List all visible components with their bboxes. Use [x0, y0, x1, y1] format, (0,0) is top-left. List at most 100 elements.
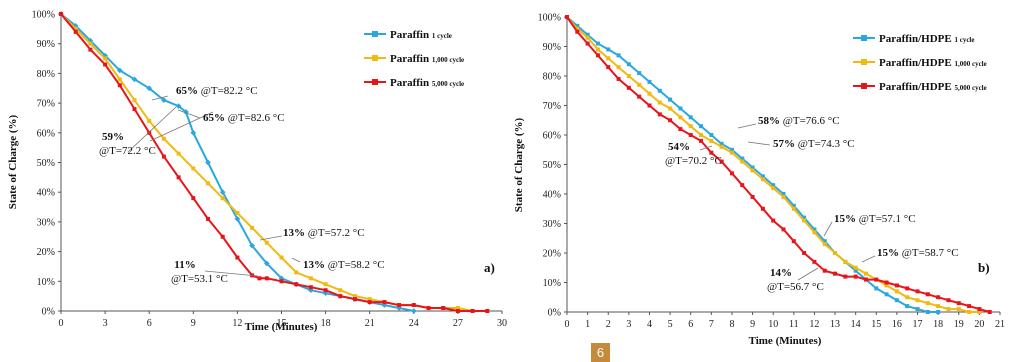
data-point [894, 298, 899, 303]
data-point [729, 147, 734, 152]
data-point [915, 307, 920, 312]
data-point [771, 183, 776, 188]
annotation-percent-value: 59% [102, 131, 124, 143]
annotation-percent-value: 15% [877, 247, 902, 259]
data-point [657, 112, 662, 117]
data-point [234, 216, 241, 222]
annotation: 13% @T=57.2 °C [283, 227, 365, 239]
data-point [791, 203, 796, 208]
data-point [264, 240, 269, 245]
data-point [279, 279, 284, 284]
data-point [791, 206, 796, 211]
y-tick-label: 40% [543, 190, 561, 201]
data-point [678, 115, 683, 120]
data-point [668, 97, 673, 102]
data-point [833, 271, 838, 276]
chart-panel-2: 0%10%20%30%40%50%60%70%80%90%100%0 1 2 3 4 5 6… [513, 13, 1005, 348]
series-1 [565, 15, 941, 314]
y-tick-label: 80% [543, 72, 561, 83]
x-tick-label: 2 [606, 319, 611, 330]
y-tick-label: 0% [548, 308, 561, 319]
data-point [894, 283, 899, 288]
annotation-leader [737, 123, 757, 129]
data-point [925, 301, 930, 306]
data-point [771, 218, 776, 223]
data-point [853, 274, 858, 279]
x-tick-label: 3 [626, 319, 631, 330]
data-point [338, 288, 343, 293]
x-tick-label: 13 [830, 319, 840, 330]
data-point [249, 242, 255, 249]
x-tick-label: 5 [668, 319, 673, 330]
data-point [279, 255, 284, 260]
data-point [967, 310, 972, 314]
panel-label: a) [484, 260, 495, 275]
data-point [575, 29, 580, 34]
data-point [915, 289, 920, 294]
y-tick-label: 70% [37, 99, 55, 110]
data-point [719, 141, 724, 146]
annotation-leader [151, 95, 169, 101]
data-point [616, 76, 621, 81]
y-tick-label: 80% [37, 69, 55, 80]
data-point [626, 74, 631, 78]
data-point [843, 259, 848, 264]
data-point [205, 159, 211, 166]
data-point [176, 175, 181, 180]
x-tick-label: 9 [750, 319, 755, 330]
data-point [688, 133, 693, 137]
legend-name: Paraffin/HDPE [879, 57, 954, 69]
data-point [455, 306, 460, 311]
data-point [595, 53, 600, 58]
annotation-temperature: @T=72.2 °C [99, 145, 156, 157]
data-point [323, 288, 328, 293]
annotation-temperature: @T=82.6 °C [228, 112, 285, 124]
x-tick-label: 7 [709, 319, 714, 330]
data-point [668, 118, 673, 123]
annotation-percent-value: 65% [176, 85, 201, 97]
y-tick-label: 100% [32, 10, 55, 21]
y-tick-label: 50% [37, 158, 55, 169]
legend-name: Paraffin [390, 53, 432, 65]
x-tick-label: 19 [954, 319, 964, 330]
x-tick-label: 0 [565, 319, 570, 330]
annotation-temperature: @T=57.2 °C [308, 227, 365, 239]
data-point [175, 103, 182, 109]
y-axis-label: State of Charge (%) [513, 117, 525, 212]
legend-subscript: 5,000 cycle [954, 84, 986, 92]
data-point [915, 298, 920, 303]
data-point [565, 15, 569, 19]
annotation: 13% @T=58.2 °C [303, 259, 385, 271]
x-tick-label: 6 [688, 319, 693, 330]
data-point [146, 85, 153, 92]
data-point [812, 227, 817, 232]
annotation: 58% @T=76.6 °C [758, 115, 840, 127]
data-point [884, 280, 889, 285]
x-tick-label: 11 [789, 319, 799, 330]
legend-subscript: 5,000 cycle [432, 80, 464, 88]
data-point [103, 62, 108, 67]
x-tick-label: 12 [232, 318, 242, 329]
data-point [719, 144, 724, 149]
y-tick-label: 100% [538, 13, 561, 24]
annotation-leader [204, 270, 259, 277]
data-point [905, 304, 910, 309]
annotation-leader [149, 111, 214, 142]
data-point [884, 283, 889, 288]
data-point [874, 286, 879, 291]
data-point [802, 215, 807, 220]
data-point [367, 297, 372, 302]
annotation-percent: 59% [102, 131, 124, 143]
data-point [925, 310, 930, 314]
data-point [781, 227, 786, 232]
y-tick-label: 20% [37, 247, 55, 258]
data-point [760, 177, 765, 182]
data-point [585, 41, 590, 46]
y-tick-label: 30% [543, 219, 561, 230]
annotation: 15% @T=57.1 °C [834, 213, 916, 225]
x-tick-label: 6 [147, 318, 152, 329]
annotation-temperature: @T=74.3 °C [798, 138, 855, 150]
data-point [863, 277, 868, 282]
x-tick-label: 1 [585, 319, 590, 330]
data-point [843, 274, 848, 279]
